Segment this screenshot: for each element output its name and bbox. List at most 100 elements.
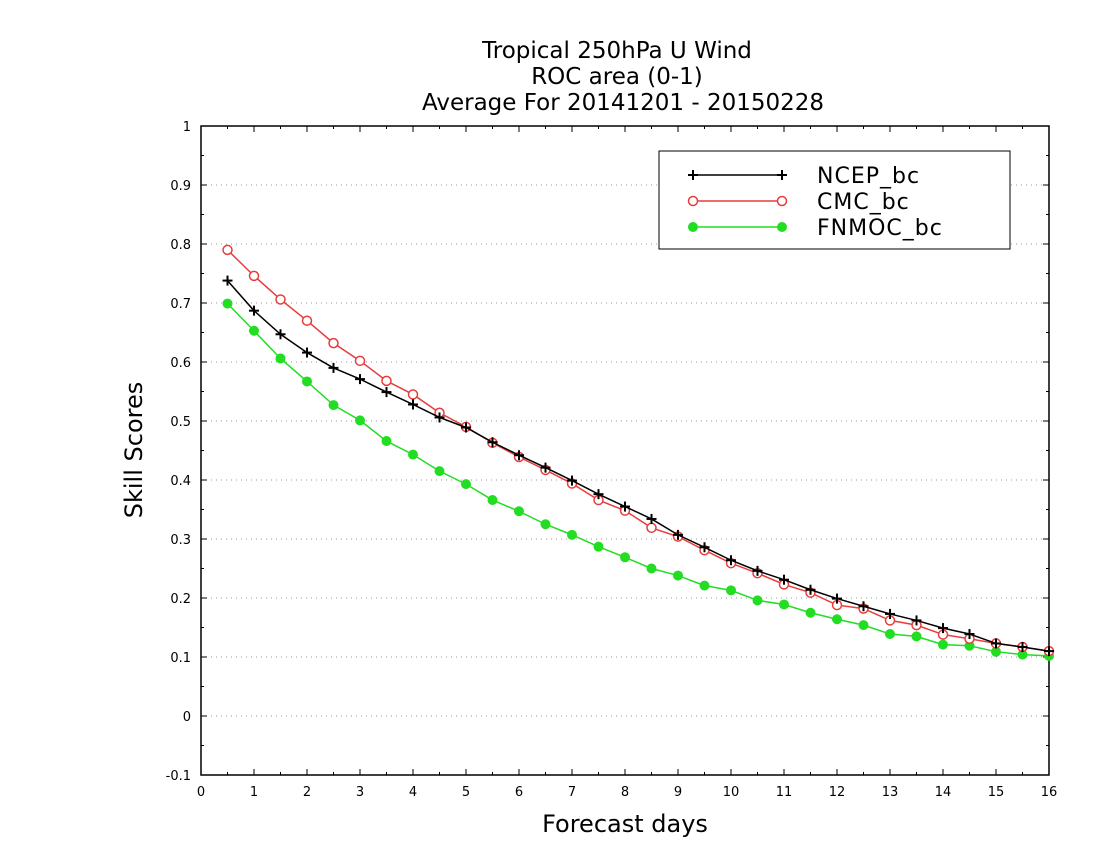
data-point-fnmoc-bc (726, 585, 736, 596)
y-tick-label: 0 (183, 710, 191, 725)
data-point-fnmoc-bc (275, 353, 286, 364)
legend-marker-ncep-bc (777, 170, 787, 180)
series-ncep-bc (222, 275, 1054, 657)
data-point-ncep-bc (779, 574, 789, 585)
data-point-fnmoc-bc (408, 449, 418, 460)
legend-label-fnmoc-bc: FNMOC_bc (817, 216, 943, 241)
y-tick-label: 0.4 (170, 474, 191, 489)
data-point-ncep-bc (540, 462, 551, 473)
legend-item-fnmoc-bc: FNMOC_bc (688, 216, 943, 241)
legend-marker-cmc-bc (776, 195, 788, 207)
series-line-cmc-bc (226, 249, 1050, 652)
y-tick-label: 0.7 (170, 297, 191, 312)
data-point-fnmoc-bc (885, 628, 895, 639)
data-point-ncep-bc (514, 450, 524, 461)
data-point-fnmoc-bc (302, 376, 312, 387)
x-ticks: 0 1 2 3 4 5 6 7 8 9 10 11 12 13 14 15 16 (197, 126, 1057, 800)
data-point-fnmoc-bc (938, 639, 948, 650)
data-point-fnmoc-bc (381, 436, 392, 447)
legend-label-ncep-bc: NCEP_bc (817, 164, 920, 189)
x-tick-label: 13 (882, 785, 899, 800)
data-point-ncep-bc (885, 608, 895, 619)
data-point-ncep-bc (938, 623, 948, 634)
data-point-fnmoc-bc (249, 325, 259, 336)
x-tick-label: 1 (250, 785, 258, 800)
data-point-cmc-bc (275, 294, 286, 305)
data-point-ncep-bc (355, 374, 365, 385)
data-point-fnmoc-bc (752, 595, 763, 606)
data-point-ncep-bc (858, 601, 869, 612)
data-point-ncep-bc (328, 362, 339, 373)
data-point-ncep-bc (991, 638, 1001, 649)
data-point-fnmoc-bc (461, 479, 471, 490)
legend-item-ncep-bc: NCEP_bc (688, 164, 920, 189)
data-point-cmc-bc (381, 375, 392, 387)
y-tick-label: 0.6 (170, 356, 191, 371)
data-point-ncep-bc (434, 412, 445, 423)
data-point-cmc-bc (328, 337, 339, 349)
y-tick-label: 0.9 (170, 179, 191, 194)
data-point-fnmoc-bc (540, 519, 551, 530)
data-point-fnmoc-bc (355, 415, 365, 426)
legend-item-cmc-bc: CMC_bc (687, 190, 910, 215)
legend-marker-ncep-bc (688, 170, 698, 180)
data-point-fnmoc-bc (434, 466, 445, 477)
x-tick-label: 5 (462, 785, 470, 800)
y-tick-label: 0.8 (170, 238, 191, 253)
series-line-ncep-bc (226, 280, 1050, 652)
data-point-ncep-bc (593, 489, 604, 500)
data-point-ncep-bc (805, 584, 816, 595)
data-point-ncep-bc (461, 422, 471, 433)
data-point-ncep-bc (752, 565, 763, 576)
x-tick-label: 16 (1041, 785, 1058, 800)
x-tick-label: 15 (988, 785, 1005, 800)
data-point-ncep-bc (275, 329, 286, 340)
title-line-2: ROC area (0-1) (531, 64, 703, 90)
x-tick-label: 14 (935, 785, 952, 800)
x-tick-label: 4 (409, 785, 417, 800)
y-tick-label: 0.2 (170, 592, 191, 607)
series-layer (222, 244, 1055, 661)
data-point-fnmoc-bc (567, 529, 577, 540)
x-tick-label: 7 (568, 785, 576, 800)
data-point-cmc-bc (301, 315, 313, 326)
data-point-ncep-bc (408, 399, 418, 410)
data-point-fnmoc-bc (832, 614, 842, 625)
y-tick-label: 0.5 (170, 415, 191, 430)
data-point-ncep-bc (1044, 646, 1054, 657)
legend-label-cmc-bc: CMC_bc (817, 190, 910, 215)
data-point-ncep-bc (1017, 641, 1028, 652)
data-point-ncep-bc (222, 275, 233, 286)
data-point-fnmoc-bc (911, 631, 922, 642)
data-point-ncep-bc (832, 593, 842, 604)
x-tick-label: 8 (621, 785, 629, 800)
data-point-fnmoc-bc (222, 298, 233, 309)
y-tick-label: 0.3 (170, 533, 191, 548)
data-point-ncep-bc (911, 615, 922, 626)
data-point-fnmoc-bc (328, 400, 339, 411)
legend-marker-cmc-bc (687, 195, 699, 207)
series-cmc-bc (222, 244, 1055, 657)
data-point-ncep-bc (620, 501, 630, 512)
data-point-ncep-bc (646, 513, 657, 524)
data-point-ncep-bc (673, 529, 683, 540)
x-tick-label: 12 (829, 785, 846, 800)
y-tick-label: -0.1 (166, 769, 191, 784)
y-tick-label: 1 (183, 120, 191, 135)
data-point-cmc-bc (407, 389, 419, 400)
data-point-ncep-bc (487, 437, 498, 448)
title-line-1: Tropical 250hPa U Wind (481, 38, 752, 64)
x-tick-label: 0 (197, 785, 205, 800)
x-tick-label: 9 (674, 785, 682, 800)
data-point-fnmoc-bc (646, 563, 657, 574)
data-point-ncep-bc (567, 475, 577, 486)
y-tick-label: 0.1 (170, 651, 191, 666)
data-point-fnmoc-bc (858, 620, 869, 631)
chart-title: Tropical 250hPa U Wind ROC area (0-1) Av… (422, 38, 824, 116)
x-tick-label: 3 (356, 785, 364, 800)
data-point-ncep-bc (964, 628, 975, 639)
data-point-ncep-bc (302, 347, 312, 358)
data-point-fnmoc-bc (487, 495, 498, 506)
